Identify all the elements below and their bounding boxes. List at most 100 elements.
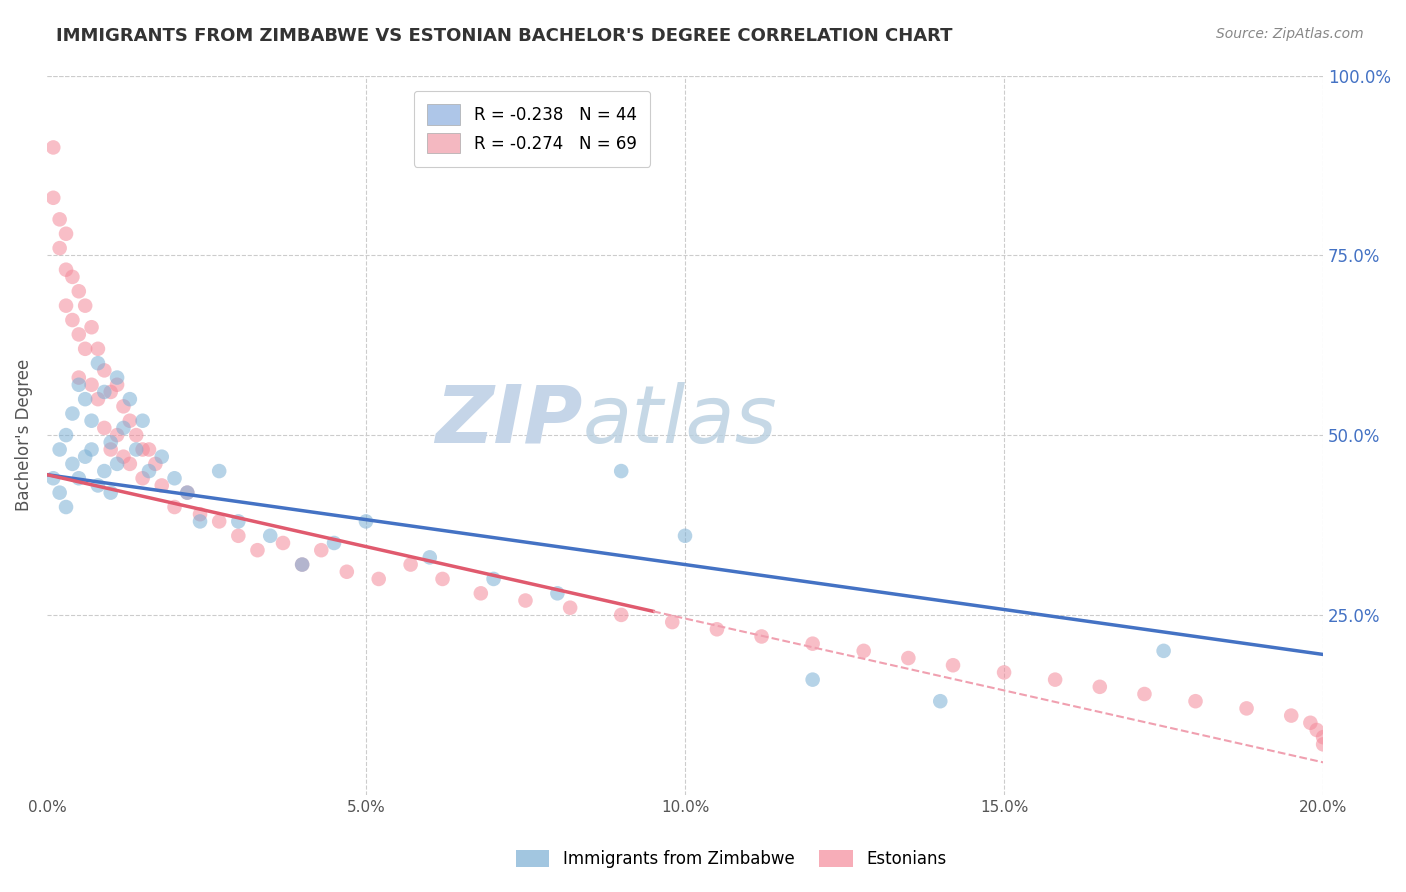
Point <box>801 637 824 651</box>
Point <box>100 442 122 457</box>
Point <box>100 485 122 500</box>
Point <box>145 457 167 471</box>
Point <box>1043 673 1066 687</box>
Point <box>75 299 97 313</box>
Point <box>163 471 186 485</box>
Point <box>163 500 186 514</box>
Point <box>1312 730 1334 744</box>
Y-axis label: Bachelor's Degree: Bachelor's Degree <box>15 359 32 511</box>
Point <box>93 464 115 478</box>
Point <box>93 384 115 399</box>
Point <box>188 507 211 521</box>
Point <box>87 356 110 370</box>
Point <box>48 212 70 227</box>
Point <box>354 515 377 529</box>
Text: Source: ZipAtlas.com: Source: ZipAtlas.com <box>1216 27 1364 41</box>
Point <box>87 392 110 406</box>
Point <box>100 435 122 450</box>
Point <box>131 414 153 428</box>
Point <box>112 421 135 435</box>
Legend: R = -0.238   N = 44, R = -0.274   N = 69: R = -0.238 N = 44, R = -0.274 N = 69 <box>413 91 650 167</box>
Point <box>399 558 422 572</box>
Point <box>118 414 141 428</box>
Point <box>125 428 148 442</box>
Point <box>432 572 454 586</box>
Point <box>176 485 198 500</box>
Point <box>138 464 160 478</box>
Point <box>55 227 77 241</box>
Point <box>610 607 633 622</box>
Point <box>75 450 97 464</box>
Point <box>1279 708 1302 723</box>
Point <box>228 515 250 529</box>
Point <box>610 464 633 478</box>
Point <box>1236 701 1258 715</box>
Point <box>55 428 77 442</box>
Point <box>87 342 110 356</box>
Point <box>105 457 128 471</box>
Point <box>42 140 65 154</box>
Text: atlas: atlas <box>583 382 778 459</box>
Point <box>1299 715 1322 730</box>
Point <box>228 529 250 543</box>
Point <box>118 392 141 406</box>
Point <box>188 515 211 529</box>
Point <box>993 665 1015 680</box>
Point <box>271 536 294 550</box>
Point <box>125 442 148 457</box>
Point <box>661 615 683 629</box>
Point <box>112 400 135 414</box>
Point <box>112 450 135 464</box>
Point <box>62 457 84 471</box>
Point <box>176 485 198 500</box>
Point <box>897 651 920 665</box>
Point <box>87 478 110 492</box>
Point <box>75 392 97 406</box>
Point <box>150 450 173 464</box>
Point <box>291 558 314 572</box>
Point <box>259 529 281 543</box>
Point <box>546 586 568 600</box>
Point <box>208 515 231 529</box>
Point <box>131 471 153 485</box>
Point <box>80 377 103 392</box>
Point <box>1306 723 1329 737</box>
Text: IMMIGRANTS FROM ZIMBABWE VS ESTONIAN BACHELOR'S DEGREE CORRELATION CHART: IMMIGRANTS FROM ZIMBABWE VS ESTONIAN BAC… <box>56 27 953 45</box>
Point <box>48 241 70 255</box>
Point <box>482 572 505 586</box>
Point <box>419 550 441 565</box>
Point <box>246 543 269 558</box>
Point <box>515 593 537 607</box>
Point <box>751 630 773 644</box>
Point <box>55 500 77 514</box>
Point <box>929 694 952 708</box>
Point <box>311 543 333 558</box>
Point <box>1153 644 1175 658</box>
Point <box>138 442 160 457</box>
Point <box>367 572 389 586</box>
Point <box>1133 687 1156 701</box>
Point <box>706 622 728 636</box>
Point <box>75 342 97 356</box>
Point <box>1184 694 1206 708</box>
Point <box>67 471 90 485</box>
Point <box>100 384 122 399</box>
Legend: Immigrants from Zimbabwe, Estonians: Immigrants from Zimbabwe, Estonians <box>509 843 953 875</box>
Point <box>1312 737 1334 751</box>
Point <box>62 313 84 327</box>
Point <box>1088 680 1111 694</box>
Point <box>48 442 70 457</box>
Point <box>67 370 90 384</box>
Point <box>323 536 346 550</box>
Point <box>105 370 128 384</box>
Point <box>801 673 824 687</box>
Point <box>42 191 65 205</box>
Point <box>673 529 696 543</box>
Point <box>131 442 153 457</box>
Point <box>62 407 84 421</box>
Point <box>48 485 70 500</box>
Point <box>80 320 103 334</box>
Point <box>67 327 90 342</box>
Point <box>105 428 128 442</box>
Point <box>150 478 173 492</box>
